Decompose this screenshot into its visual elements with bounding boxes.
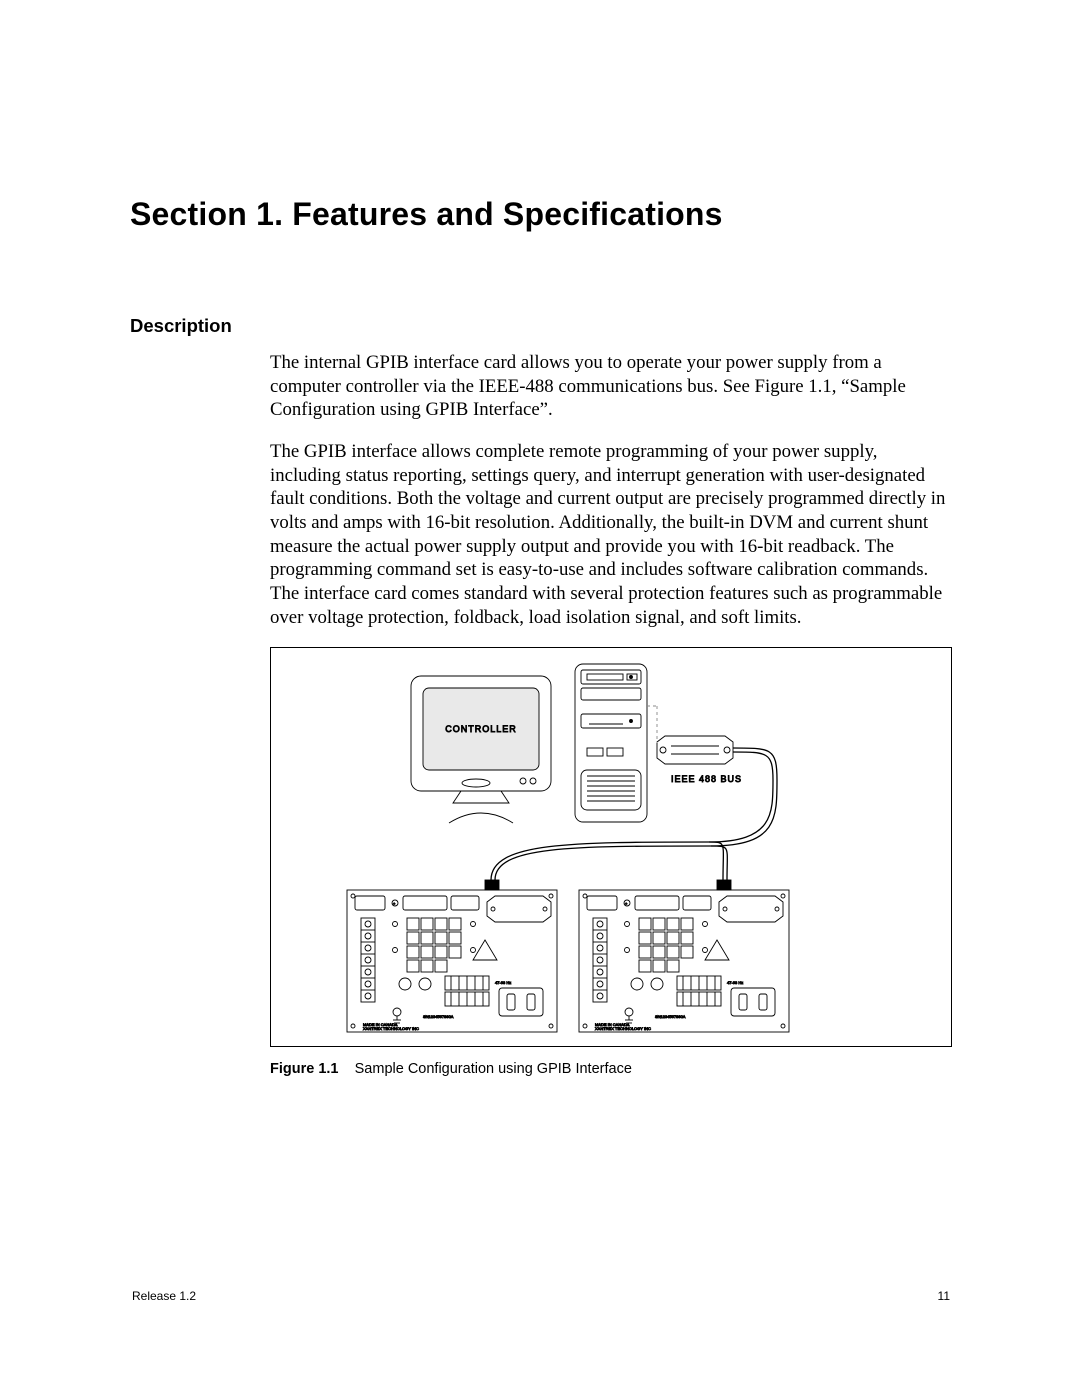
page-footer: Release 1.2 11: [132, 1289, 950, 1303]
power-supply-right-icon: +: [579, 890, 789, 1032]
svg-text:+: +: [393, 901, 396, 906]
content-column: The internal GPIB interface card allows …: [270, 351, 950, 1077]
svg-text:XANTREX TECHNOLOGY INC: XANTREX TECHNOLOGY INC: [595, 1026, 651, 1031]
svg-text:SN1234567890A: SN1234567890A: [423, 1014, 454, 1019]
description-heading: Description: [130, 315, 950, 337]
figure-number: Figure 1.1: [270, 1061, 339, 1077]
figure-caption: Figure 1.1 Sample Configuration using GP…: [270, 1061, 950, 1077]
paragraph-2: The GPIB interface allows complete remot…: [270, 440, 950, 629]
page: Section 1. Features and Specifications D…: [0, 0, 1080, 1397]
paragraph-1: The internal GPIB interface card allows …: [270, 351, 950, 422]
footer-release: Release 1.2: [132, 1289, 196, 1303]
bus-label: IEEE 488 BUS: [671, 774, 742, 784]
power-supply-left-icon: +: [347, 890, 557, 1032]
controller-label: CONTROLLER: [445, 724, 517, 734]
figure-diagram-svg: CONTROLLER: [271, 648, 951, 1046]
svg-text:47-63 Hz: 47-63 Hz: [495, 980, 511, 985]
footer-page-number: 11: [938, 1289, 950, 1303]
svg-text:+: +: [625, 901, 628, 906]
svg-text:47-63 Hz: 47-63 Hz: [727, 980, 743, 985]
figure-caption-text: Sample Configuration using GPIB Interfac…: [355, 1061, 632, 1077]
gpib-connector-icon: [657, 736, 733, 764]
figure-1-1: CONTROLLER: [270, 647, 952, 1047]
section-title: Section 1. Features and Specifications: [130, 196, 950, 233]
svg-text:XANTREX TECHNOLOGY INC: XANTREX TECHNOLOGY INC: [363, 1026, 419, 1031]
svg-text:SN1234567890A: SN1234567890A: [655, 1014, 686, 1019]
crt-monitor-icon: CONTROLLER: [411, 676, 551, 823]
computer-tower-icon: [575, 664, 647, 822]
